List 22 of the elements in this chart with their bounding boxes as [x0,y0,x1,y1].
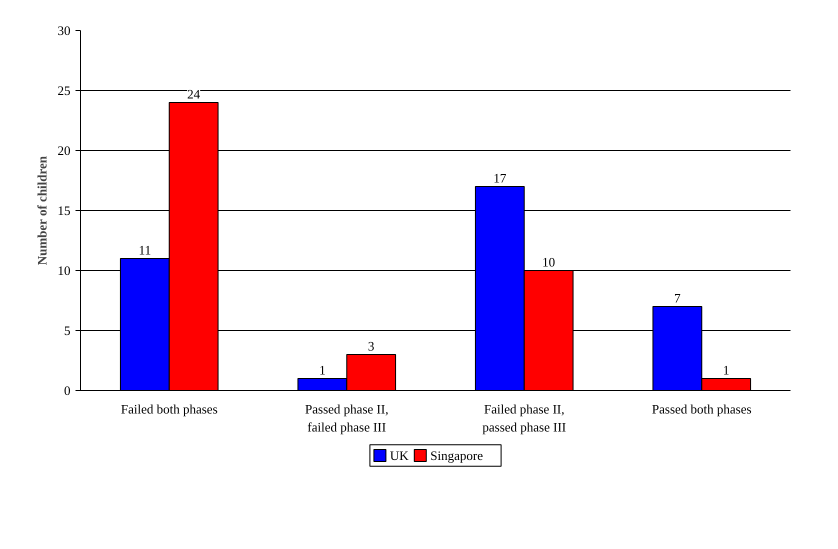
data-label: 10 [542,254,556,270]
legend-label: UK [390,448,410,463]
data-label: 11 [138,242,152,258]
x-tick-label: Failed phase II, passed phase III [482,402,566,434]
y-tick-label: 15 [58,203,70,218]
y-tick-label: 25 [58,83,70,98]
y-tick-label: 0 [64,383,70,398]
data-label: 7 [674,290,682,306]
y-tick-label: 30 [58,23,70,38]
x-tick-label: Passed both phases [652,402,752,416]
legend-label: Singapore [430,448,484,463]
data-label: 3 [368,338,374,354]
data-label: 1 [722,362,730,378]
y-tick-label: 5 [64,323,70,338]
y-tick-label: 10 [58,263,70,278]
y-axis-title: Number of children [34,155,50,266]
data-label: 1 [319,362,326,378]
data-label: 24 [187,86,201,102]
data-label: 17 [493,170,507,186]
x-tick-label: Passed phase II, failed phase III [305,402,388,434]
y-tick-label: 20 [58,143,70,158]
x-tick-label: Failed both phases [120,402,218,416]
